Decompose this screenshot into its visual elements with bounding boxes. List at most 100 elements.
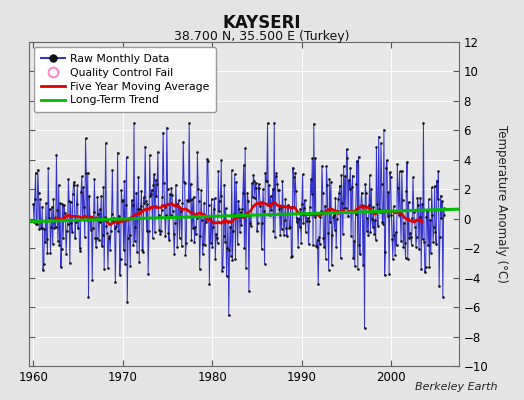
Point xyxy=(301,229,310,236)
Point xyxy=(436,192,445,199)
Point xyxy=(176,204,184,211)
Point xyxy=(397,238,405,244)
Point xyxy=(248,180,256,186)
Point xyxy=(375,133,383,140)
Point xyxy=(405,199,413,205)
Point xyxy=(250,195,259,201)
Point xyxy=(103,230,111,236)
Point xyxy=(387,211,396,218)
Point xyxy=(369,204,378,210)
Point xyxy=(356,251,364,258)
Point xyxy=(145,228,153,234)
Point xyxy=(287,204,295,210)
Point xyxy=(410,218,419,224)
Point xyxy=(281,196,290,202)
Point xyxy=(430,183,439,189)
Point xyxy=(84,294,93,300)
Point xyxy=(431,229,440,236)
Point xyxy=(347,233,355,239)
Point xyxy=(324,230,332,236)
Point xyxy=(62,250,70,257)
Point xyxy=(290,204,299,210)
Point xyxy=(237,221,246,228)
Point xyxy=(73,182,82,188)
Point xyxy=(435,283,443,290)
Point xyxy=(427,250,435,256)
Point xyxy=(405,235,413,241)
Point xyxy=(29,201,38,207)
Point xyxy=(346,164,355,171)
Point xyxy=(275,186,283,193)
Point xyxy=(314,281,322,288)
Point xyxy=(386,169,394,176)
Point xyxy=(231,256,239,262)
Point xyxy=(91,235,100,241)
Point xyxy=(234,198,243,204)
Point xyxy=(96,219,105,225)
Point xyxy=(233,212,241,219)
Point xyxy=(171,182,180,188)
Point xyxy=(81,234,89,240)
Point xyxy=(30,196,39,202)
Point xyxy=(399,244,408,250)
Point xyxy=(418,200,426,207)
Point xyxy=(307,176,315,182)
Point xyxy=(332,244,341,250)
Point xyxy=(278,178,287,184)
Point xyxy=(36,196,44,202)
Point xyxy=(157,206,166,213)
Point xyxy=(201,241,209,248)
Point xyxy=(214,168,223,175)
Point xyxy=(63,221,72,227)
Point xyxy=(278,226,286,232)
Point xyxy=(392,242,401,248)
Point xyxy=(60,210,69,216)
Point xyxy=(127,197,136,204)
Point xyxy=(137,203,145,210)
Point xyxy=(402,187,410,194)
Point xyxy=(177,208,185,214)
Point xyxy=(155,226,163,233)
Point xyxy=(55,242,63,248)
Point xyxy=(234,241,242,248)
Point xyxy=(400,219,408,226)
Point xyxy=(160,204,169,210)
Point xyxy=(363,228,371,234)
Point xyxy=(285,225,293,231)
Point xyxy=(204,157,212,164)
Point xyxy=(416,214,424,220)
Point xyxy=(308,155,316,162)
Point xyxy=(279,211,287,218)
Point xyxy=(401,240,409,246)
Point xyxy=(277,204,285,210)
Point xyxy=(42,236,51,242)
Point xyxy=(388,236,396,242)
Point xyxy=(407,242,416,248)
Point xyxy=(319,190,327,196)
Point xyxy=(166,191,174,197)
Point xyxy=(260,260,269,267)
Point xyxy=(430,224,438,231)
Point xyxy=(71,234,79,241)
Point xyxy=(222,205,230,211)
Point xyxy=(99,232,107,238)
Point xyxy=(434,168,443,175)
Point xyxy=(435,233,444,240)
Point xyxy=(83,217,91,223)
Point xyxy=(227,252,235,259)
Point xyxy=(414,202,422,208)
Point xyxy=(334,196,343,202)
Point xyxy=(428,184,436,191)
Point xyxy=(268,200,276,206)
Point xyxy=(40,226,49,233)
Point xyxy=(82,170,91,176)
Point xyxy=(274,186,282,193)
Point xyxy=(63,228,71,235)
Point xyxy=(97,193,105,200)
Point xyxy=(317,208,325,214)
Point xyxy=(137,188,146,194)
Point xyxy=(106,246,114,253)
Point xyxy=(170,251,179,258)
Point xyxy=(46,206,54,212)
Point xyxy=(197,187,205,193)
